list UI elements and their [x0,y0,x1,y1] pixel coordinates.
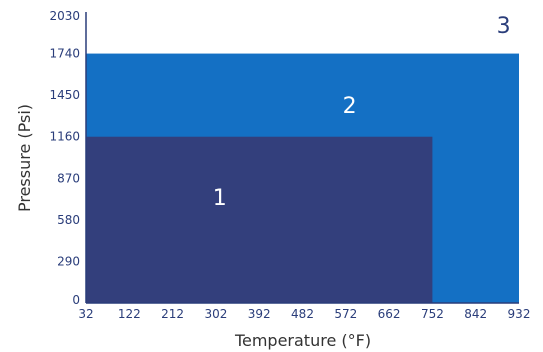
y-tick-labels: 0 290 580 870 1160 1450 1740 2030 [49,9,80,307]
y-tick-label: 1450 [49,88,80,102]
x-tick-label: 482 [291,307,314,321]
x-tick-label: 842 [464,307,487,321]
y-axis-label: Pressure (Psi) [15,104,34,212]
x-tick-label: 32 [78,307,93,321]
y-tick-label: 290 [57,254,80,268]
y-tick-label: 870 [57,171,80,185]
x-tick-label: 212 [161,307,184,321]
x-tick-label: 662 [378,307,401,321]
region-label-1: 1 [213,186,227,211]
x-tick-label: 752 [421,307,444,321]
regions-layer [86,12,519,304]
x-tick-label: 932 [508,307,531,321]
plot-frame [85,12,519,304]
x-axis-label: Temperature (°F) [234,331,371,350]
x-tick-label: 302 [204,307,227,321]
x-tick-label: 122 [118,307,141,321]
region-1 [86,136,433,303]
y-tick-label: 1160 [49,130,80,144]
x-tick-label: 572 [334,307,357,321]
region-labels: 3 2 1 [213,14,511,211]
y-tick-label: 0 [72,293,80,307]
y-tick-label: 1740 [49,47,80,61]
x-tick-label: 392 [248,307,271,321]
y-tick-label: 2030 [49,9,80,23]
y-tick-label: 580 [57,213,80,227]
x-tick-labels: 32 122 212 302 392 482 572 662 752 842 932 [78,307,530,321]
region-label-2: 2 [343,94,357,119]
region-label-3: 3 [497,14,511,39]
